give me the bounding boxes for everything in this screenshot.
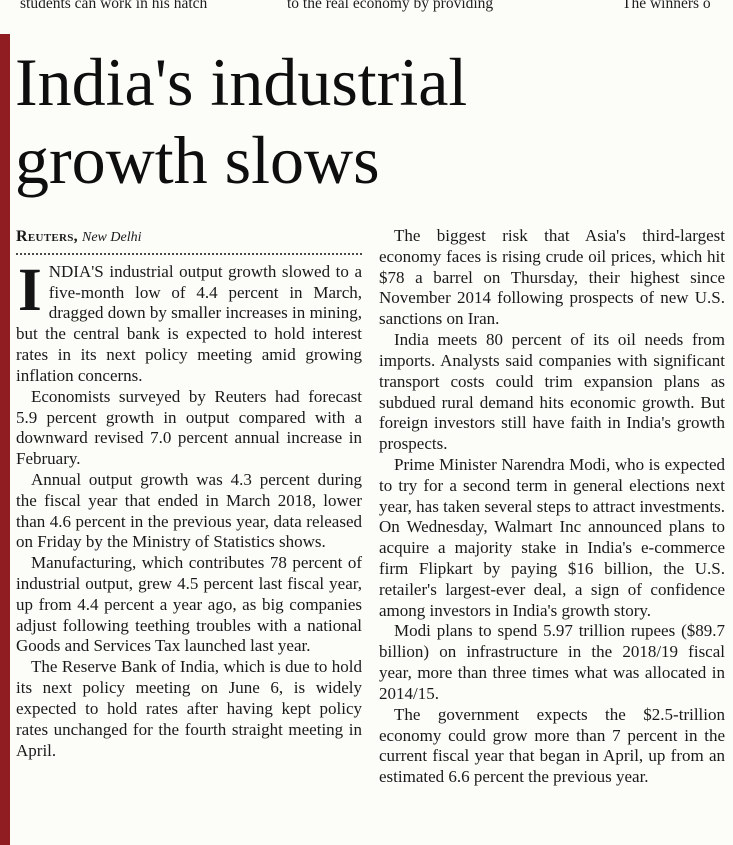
column-1: Reuters, New Delhi I NDIA'S industrial out…	[16, 226, 362, 788]
paragraph: India meets 80 percent of its oil needs …	[379, 330, 725, 454]
clipped-previous-row: students can work in his hatch to the re…	[0, 0, 733, 12]
lead-text: NDIA'S industrial output growth slowed t…	[16, 261, 362, 385]
paragraph: The Reserve Bank of India, which is due …	[16, 657, 362, 760]
byline-source: Reuters,	[16, 228, 78, 245]
byline: Reuters, New Delhi	[16, 226, 362, 247]
accent-bar	[0, 34, 10, 845]
clipped-text-left: students can work in his hatch	[20, 0, 208, 12]
paragraph: Prime Minister Narendra Modi, who is exp…	[379, 454, 725, 620]
paragraph: Economists surveyed by Reuters had forec…	[16, 386, 362, 469]
lead-paragraph: I NDIA'S industrial output growth slowed …	[16, 256, 362, 387]
clipped-text-center: to the real economy by providing	[287, 0, 494, 12]
article-body: Reuters, New Delhi I NDIA'S industrial out…	[16, 226, 725, 788]
article-headline: India's industrial growth slows	[15, 44, 468, 198]
drop-cap: I	[18, 256, 42, 324]
paragraph: Manufacturing, which contributes 78 perc…	[16, 553, 362, 656]
clipped-text-right: The winners o	[622, 0, 711, 12]
paragraph: The government expects the $2.5-trillion…	[379, 704, 725, 787]
paragraph: The biggest risk that Asia's third-large…	[379, 226, 725, 329]
dotted-rule	[16, 249, 362, 255]
byline-location: New Delhi	[81, 230, 142, 245]
paragraph: Modi plans to spend 5.97 trillion rupees…	[379, 621, 725, 703]
column-2: The biggest risk that Asia's third-large…	[379, 226, 725, 788]
paragraph: Annual output growth was 4.3 percent dur…	[16, 469, 362, 552]
